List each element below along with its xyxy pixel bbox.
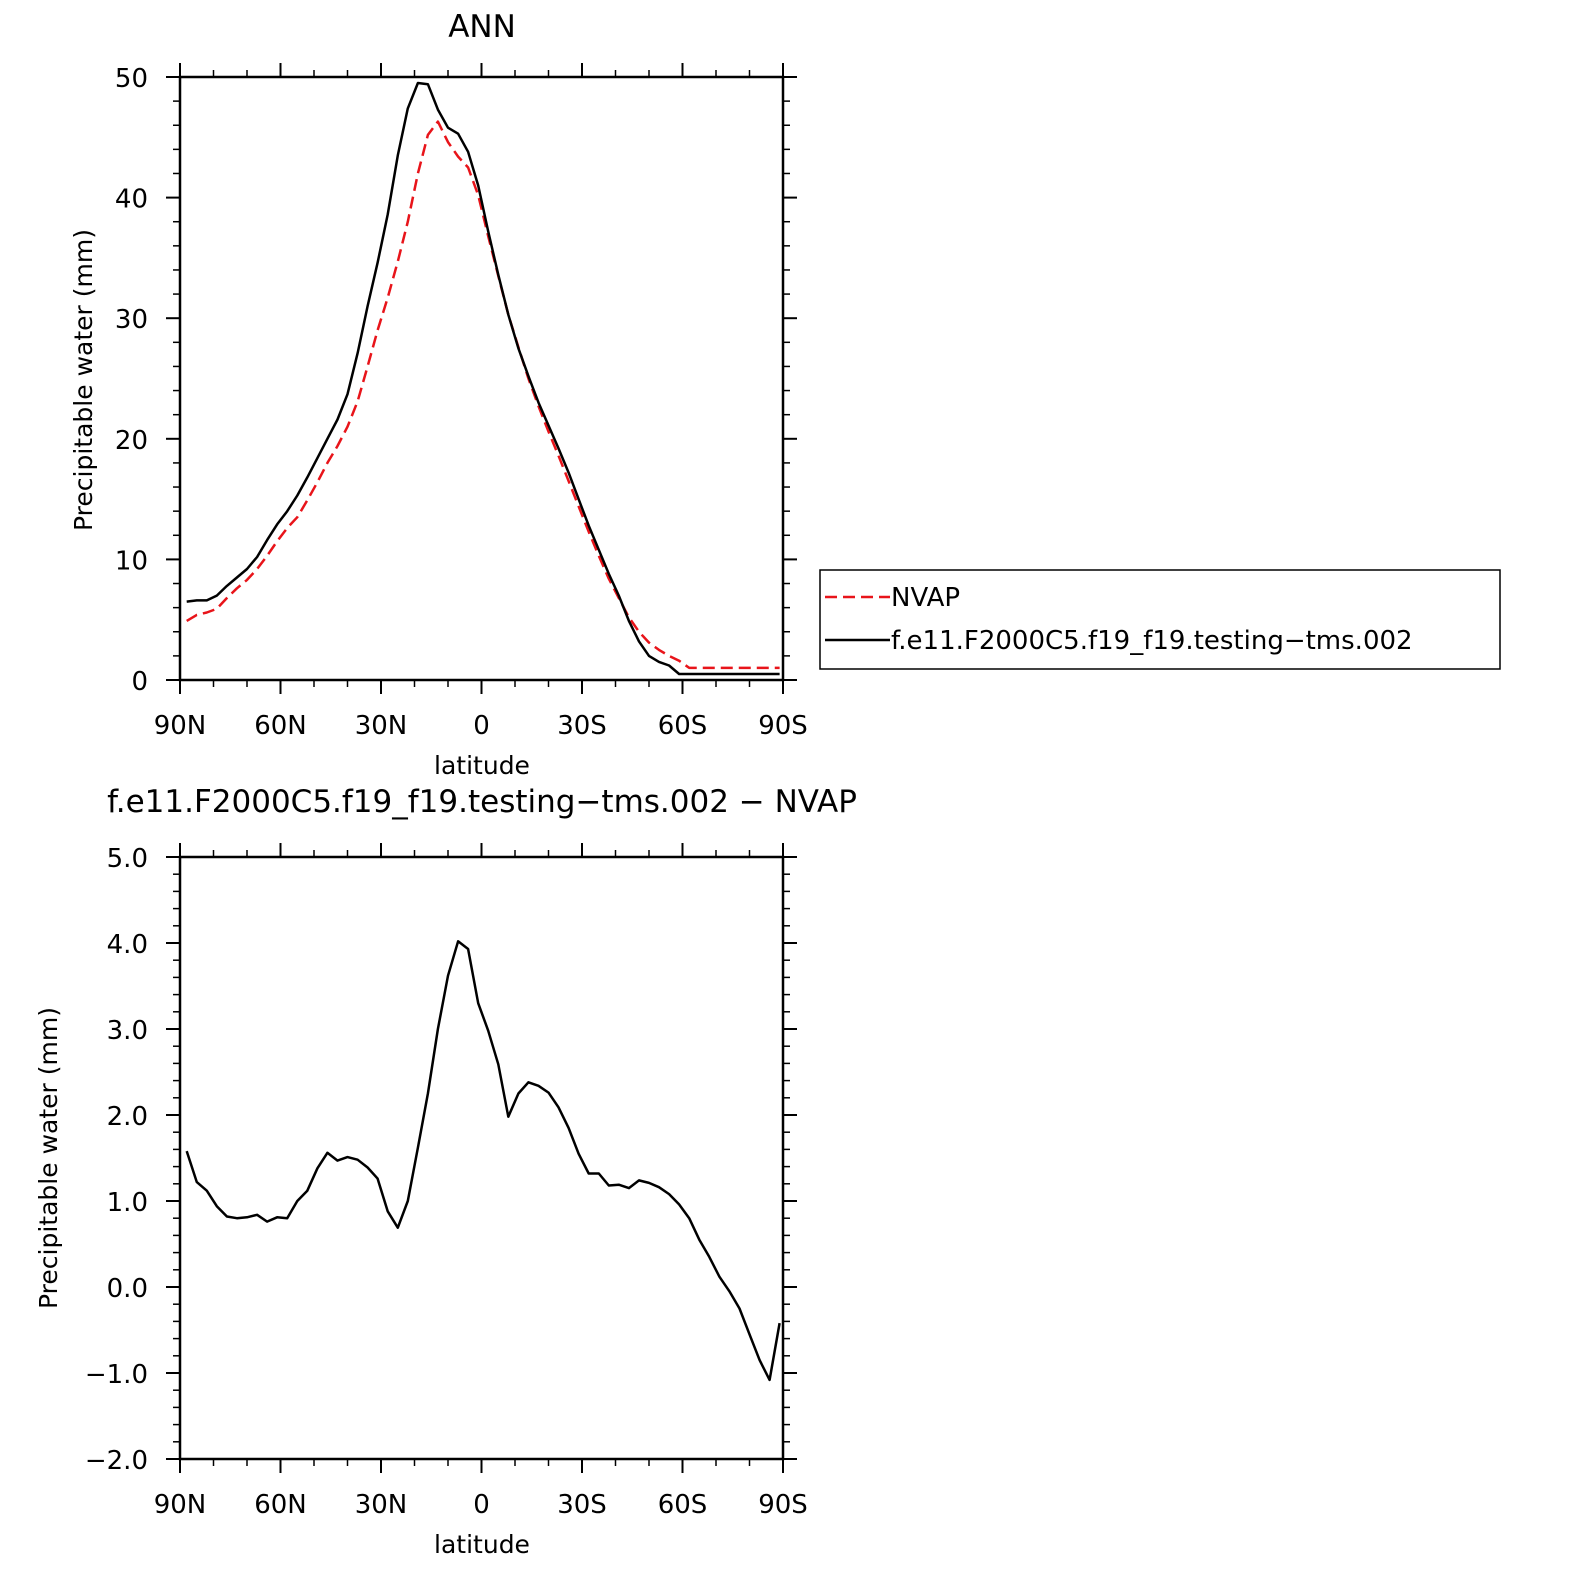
y-axis-label: Precipitable water (mm) [34, 1007, 63, 1309]
x-tick-label: 0 [473, 1490, 490, 1520]
plot-frame [178, 75, 785, 682]
x-tick-label: 30N [355, 1490, 408, 1520]
y-axis-label: Precipitable water (mm) [69, 229, 98, 531]
x-tick-label: 30S [557, 1490, 607, 1520]
y-tick-label: 0.0 [107, 1274, 148, 1304]
x-tick-label: 90N [154, 711, 207, 741]
x-tick-label: 60N [254, 1490, 307, 1520]
y-tick-label: 0 [131, 667, 148, 697]
y-tick-label: 10 [115, 546, 148, 576]
chart-title: ANN [448, 9, 516, 45]
y-tick-label: 5.0 [107, 844, 148, 874]
x-tick-label: 0 [473, 711, 490, 741]
y-tick-label: 1.0 [107, 1188, 148, 1218]
y-tick-label: 4.0 [107, 930, 148, 960]
x-tick-label: 30N [355, 711, 408, 741]
chart-difference: f.e11.F2000C5.f19_f19.testing−tms.002 − … [34, 784, 857, 1559]
tick-labels: 90N 60N 30N 0 30S 60S 90S −2.0 −1.0 0.0 1.0 2.0 3.0 4… [85, 844, 808, 1520]
axis-ticks [166, 63, 797, 694]
x-axis-label: latitude [434, 751, 530, 780]
nvap-series-line [186, 120, 780, 670]
axis-ticks [166, 843, 797, 1473]
y-tick-label: 2.0 [107, 1102, 148, 1132]
plot-lines [185, 940, 781, 1382]
x-tick-label: 90S [758, 711, 808, 741]
y-tick-label: 50 [115, 64, 148, 94]
y-tick-label: −1.0 [85, 1360, 148, 1390]
x-tick-label: 60S [658, 1490, 708, 1520]
plot-lines [186, 81, 780, 676]
x-tick-label: 60N [254, 711, 307, 741]
chart-annual-mean: ANN 90N 60N 30N 0 30S 60S 90S 0 10 20 30 40 50 latit… [69, 9, 1501, 780]
legend-label-model: f.e11.F2000C5.f19_f19.testing−tms.002 [891, 626, 1413, 656]
plot-frame [178, 855, 785, 1461]
legend: NVAP f.e11.F2000C5.f19_f19.testing−tms.0… [819, 569, 1501, 670]
chart-title: f.e11.F2000C5.f19_f19.testing−tms.002 − … [107, 784, 857, 820]
f-e11-f2000c5-f19-f19-testing-tms-002-series-line [186, 81, 780, 676]
y-tick-label: 40 [115, 185, 148, 215]
legend-label-nvap: NVAP [891, 583, 960, 613]
x-tick-label: 90S [758, 1490, 808, 1520]
x-tick-label: 90N [154, 1490, 207, 1520]
x-tick-label: 60S [658, 711, 708, 741]
x-axis-label: latitude [434, 1530, 530, 1559]
y-tick-label: 3.0 [107, 1016, 148, 1046]
y-tick-label: 20 [115, 426, 148, 456]
difference-series-line [185, 940, 781, 1382]
y-tick-label: 30 [115, 305, 148, 335]
y-tick-label: −2.0 [85, 1446, 148, 1476]
x-tick-label: 30S [557, 711, 607, 741]
tick-labels: 90N 60N 30N 0 30S 60S 90S 0 10 20 30 40 50 [115, 64, 808, 741]
legend-box [819, 569, 1501, 670]
